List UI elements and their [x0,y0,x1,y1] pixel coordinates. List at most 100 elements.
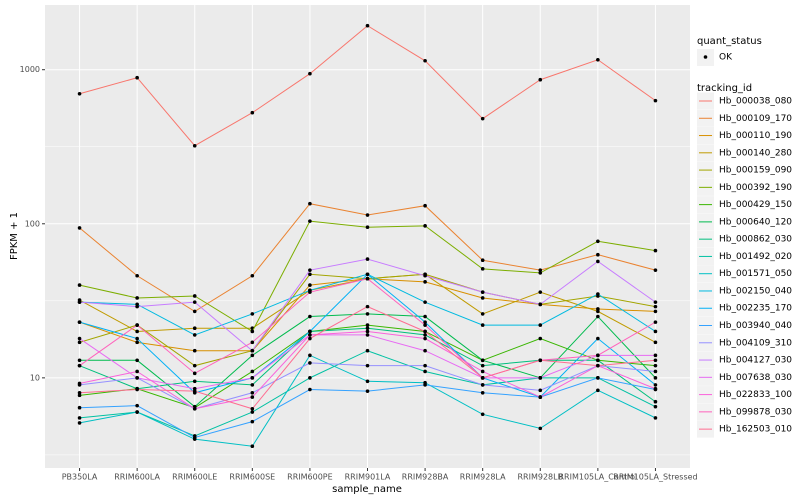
data-point [538,271,543,275]
data-point [538,77,543,82]
data-point [653,340,658,345]
data-point [308,329,312,334]
data-point [653,383,658,387]
x-tick-label: RRIM928LA [460,473,506,482]
data-point [653,369,658,374]
data-point [77,340,82,345]
data-point [653,376,658,380]
data-point [596,336,600,341]
x-tick-label: RRIM600LE [172,473,217,482]
data-point [135,329,139,334]
x-tick-label: RRIM928BA [402,473,449,482]
data-point [192,435,197,440]
data-point [596,57,600,62]
data-point [77,390,82,395]
legend-label: Hb_001492_020 [719,252,792,262]
data-point [365,213,370,217]
data-point [538,358,543,363]
data-point [192,363,197,368]
data-point [308,387,312,392]
data-point [308,353,312,358]
legend-title: quant_status [697,36,762,47]
data-point [250,444,255,449]
data-point [77,358,82,363]
legend-label: Hb_002150_040 [719,286,792,296]
data-point [480,412,485,417]
data-point [653,300,658,304]
data-point [192,406,197,411]
y-tick-label: 1000 [20,65,40,74]
data-point [653,386,658,391]
x-tick-label: RRIM901LA [345,473,391,482]
data-point [538,290,543,294]
data-point [135,273,139,278]
data-point [77,381,82,386]
data-point [135,296,139,300]
data-point [250,273,255,278]
data-point [77,363,82,368]
data-point [135,75,139,80]
data-point [308,219,312,223]
legend-label: Hb_022833_100 [719,390,792,400]
data-point [596,353,600,358]
data-point [653,399,658,404]
data-point [480,312,485,316]
data-point [308,201,312,206]
data-point [135,410,139,414]
data-point [365,257,370,261]
data-point [423,320,427,324]
data-point [77,283,82,287]
data-point [653,248,658,253]
data-point [192,371,197,376]
data-point [596,358,600,363]
data-point [653,358,658,363]
data-point [423,203,427,208]
data-point [480,369,485,374]
data-point [596,259,600,264]
x-tick-label: RRIM105LA_Control [559,473,638,482]
data-point [365,323,370,327]
data-point [423,300,427,304]
legend-label: Hb_004109_310 [719,338,792,348]
data-point [192,389,197,393]
data-point [423,333,427,337]
y-tick-label: 10 [30,373,40,382]
data-point [77,416,82,420]
data-point [538,376,543,380]
data-point [250,383,255,387]
data-point [250,340,255,345]
data-point [192,309,197,314]
legend-label: Hb_000159_090 [719,166,792,176]
data-point [653,309,658,314]
data-point [250,369,255,374]
legend-title: tracking_id [697,83,752,94]
data-point [423,224,427,228]
data-point [77,336,82,341]
legend-label: Hb_099878_030 [719,407,792,417]
data-point [480,116,485,121]
data-point [365,389,370,393]
data-point [653,268,658,272]
data-point [250,353,255,358]
data-point [365,304,370,309]
data-point [192,294,197,298]
legend-label: Hb_000109_170 [719,114,792,124]
data-point [653,304,658,309]
data-point [250,406,255,411]
data-point [538,302,543,307]
data-point [365,379,370,384]
data-point [308,71,312,76]
data-point [308,376,312,380]
legend-label: Hb_000862_030 [719,235,792,245]
data-point [77,300,82,304]
data-point [135,323,139,327]
data-point [538,388,543,393]
data-point [192,326,197,331]
data-point [596,376,600,380]
x-tick-label: RRIM600PE [287,473,333,482]
data-point [596,388,600,393]
data-point [77,320,82,324]
data-point [308,361,312,365]
data-point [480,390,485,395]
legend-label: Hb_003940_040 [719,321,792,331]
